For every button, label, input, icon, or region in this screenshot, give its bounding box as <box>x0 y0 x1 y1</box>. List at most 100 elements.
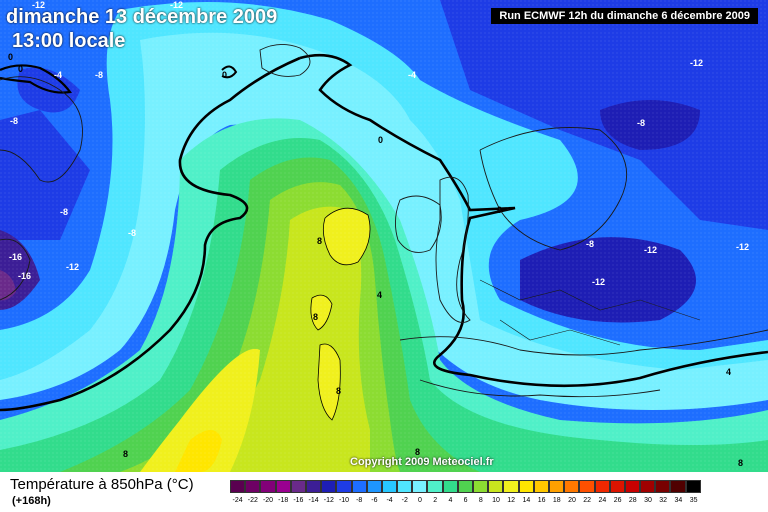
scale-tick-label: -8 <box>356 497 363 504</box>
scale-tick-label: -16 <box>293 497 304 504</box>
contour-label: 0 <box>378 135 383 145</box>
scale-tick-label: 10 <box>492 497 500 504</box>
scale-tick-label: 6 <box>463 497 468 504</box>
coast-ireland <box>395 195 442 253</box>
scale-swatch <box>670 480 686 493</box>
color-scale <box>230 480 701 493</box>
copyright-notice: Copyright 2009 Meteociel.fr <box>350 456 494 468</box>
scale-swatch <box>336 480 352 493</box>
contour-label: -12 <box>690 58 703 68</box>
contour-label: -8 <box>60 207 68 217</box>
scale-tick-label: 26 <box>613 497 622 504</box>
scale-swatch <box>594 480 610 493</box>
coastlines <box>0 44 768 398</box>
scale-tick-label: -10 <box>338 497 350 504</box>
coast-europe-south <box>399 329 768 356</box>
contour-label: -4 <box>408 70 416 80</box>
scale-tick-label: -4 <box>386 497 393 504</box>
isotherm-8-a <box>322 207 371 266</box>
legend-footer: Température à 850hPa (°C) (+168h) -24 -22… <box>0 472 768 512</box>
color-scale-labels: -24 -22 -20 -18 -16 -14 -12 -10 -8 -6 -4 -2 0 2 4 6 8 10 1… <box>230 497 700 509</box>
scale-tick-label: 8 <box>478 497 483 504</box>
contour-label: -12 <box>170 0 183 10</box>
scale-swatch <box>488 480 504 493</box>
contour-label: -4 <box>54 70 62 80</box>
scale-tick-label: 35 <box>689 497 698 504</box>
coast-mediterranean <box>419 379 661 398</box>
contour-label: 8 <box>313 312 318 322</box>
scale-swatch <box>260 480 276 493</box>
scale-tick-label: 16 <box>537 497 546 504</box>
coast-labrador <box>0 238 31 301</box>
contour-label: -16 <box>9 252 22 262</box>
coast-greenland <box>0 76 83 183</box>
contour-label: 8 <box>738 458 743 468</box>
isotherm-zero-iceland <box>221 65 238 79</box>
forecast-date: dimanche 13 décembre 2009 <box>6 6 278 28</box>
scale-tick-label: 12 <box>507 497 516 504</box>
scale-tick-label: 30 <box>644 497 652 504</box>
contour-label: -8 <box>10 116 18 126</box>
contour-label: 8 <box>317 236 322 246</box>
scale-tick-label: 14 <box>522 497 531 504</box>
scale-tick-label: 2 <box>433 497 438 504</box>
scale-swatch <box>624 480 641 493</box>
contour-label: 8 <box>336 386 341 396</box>
lead-time: (+168h) <box>12 495 51 507</box>
scale-swatch <box>230 480 246 493</box>
scale-swatch <box>245 480 261 493</box>
scale-tick-label: 22 <box>583 497 592 504</box>
scale-tick-label: 18 <box>552 497 561 504</box>
scale-swatch <box>640 480 656 493</box>
contour-label: 4 <box>377 290 382 300</box>
scale-swatch <box>518 480 534 493</box>
model-run-info: Run ECMWF 12h du dimanche 6 décembre 200… <box>491 8 758 24</box>
contour-label: 0 <box>222 70 227 80</box>
scale-tick-label: 0 <box>418 497 422 504</box>
contour-label: 0 <box>18 64 23 74</box>
scale-swatch <box>564 480 580 493</box>
contour-label: -12 <box>32 0 45 10</box>
scale-swatch <box>305 480 322 493</box>
scale-tick-label: 4 <box>448 497 453 504</box>
isotherm-zero-greenland <box>0 64 72 94</box>
contour-label: -8 <box>637 118 645 128</box>
isotherm-zero-west <box>0 56 301 412</box>
border-2 <box>499 319 621 346</box>
scale-swatch <box>321 480 337 493</box>
border-1 <box>479 279 701 321</box>
contour-label: -8 <box>586 239 594 249</box>
variable-title: Température à 850hPa (°C) <box>10 476 194 493</box>
scale-swatch <box>609 480 625 493</box>
scale-swatch <box>685 480 701 493</box>
scale-swatch <box>381 480 398 493</box>
scale-tick-label: 32 <box>659 497 668 504</box>
contour-label: -12 <box>66 262 79 272</box>
scale-tick-label: -2 <box>401 497 408 504</box>
contour-label: -8 <box>128 228 136 238</box>
scale-tick-label: -6 <box>371 497 378 504</box>
scale-tick-label: 28 <box>628 497 637 504</box>
scale-swatch <box>427 480 443 493</box>
scale-swatch <box>457 480 473 493</box>
scale-tick-label: 34 <box>674 497 683 504</box>
scale-tick-label: -14 <box>308 497 319 504</box>
coast-scandinavia <box>479 127 628 251</box>
scale-tick-label: -12 <box>323 497 334 504</box>
forecast-local-time: 13:00 locale <box>12 30 126 52</box>
contour-label: 8 <box>123 449 128 459</box>
scale-swatch <box>412 480 428 493</box>
coast-scandinavia-north <box>259 44 311 77</box>
scale-swatch <box>397 480 413 493</box>
temperature-map: -12 -12 0 0 -4 -8 0 -4 -12 -8 -8 0 -8 0 -8 8 -16 -12 -8 -12… <box>0 0 768 472</box>
contour-label: 8 <box>415 447 420 457</box>
contour-label: -8 <box>95 70 103 80</box>
contour-label: -12 <box>592 277 605 287</box>
scale-swatch <box>290 480 306 493</box>
scale-swatch <box>579 480 595 493</box>
contour-label: -12 <box>736 242 749 252</box>
contour-label: -12 <box>644 245 657 255</box>
